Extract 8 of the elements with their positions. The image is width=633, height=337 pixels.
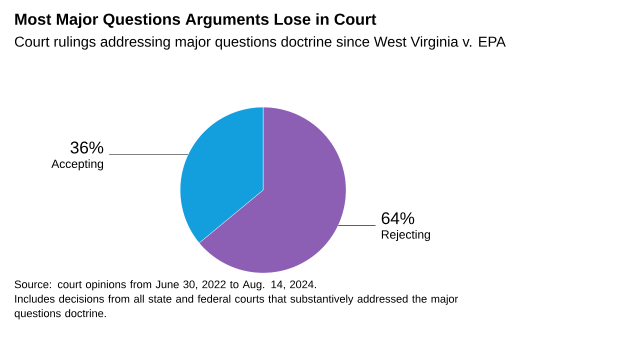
chart-subtitle: Court rulings addressing major questions doctrine since West Virginia v. EPA [14, 36, 506, 50]
source-note: Source: court opinions from June 30, 2022 to Aug. 14, 2024. [14, 280, 316, 290]
slice-label: Rejecting [382, 230, 430, 242]
data-label: 36% [70, 142, 104, 154]
data-label: 64% [382, 212, 414, 224]
text: Includes decisions from all state and federal courts that substantively addressed the major questions doctrine. [14, 294, 458, 320]
chart-title: Most Major Questions Arguments Lose in Court [15, 13, 376, 28]
slice-label: Accepting [51, 159, 104, 170]
